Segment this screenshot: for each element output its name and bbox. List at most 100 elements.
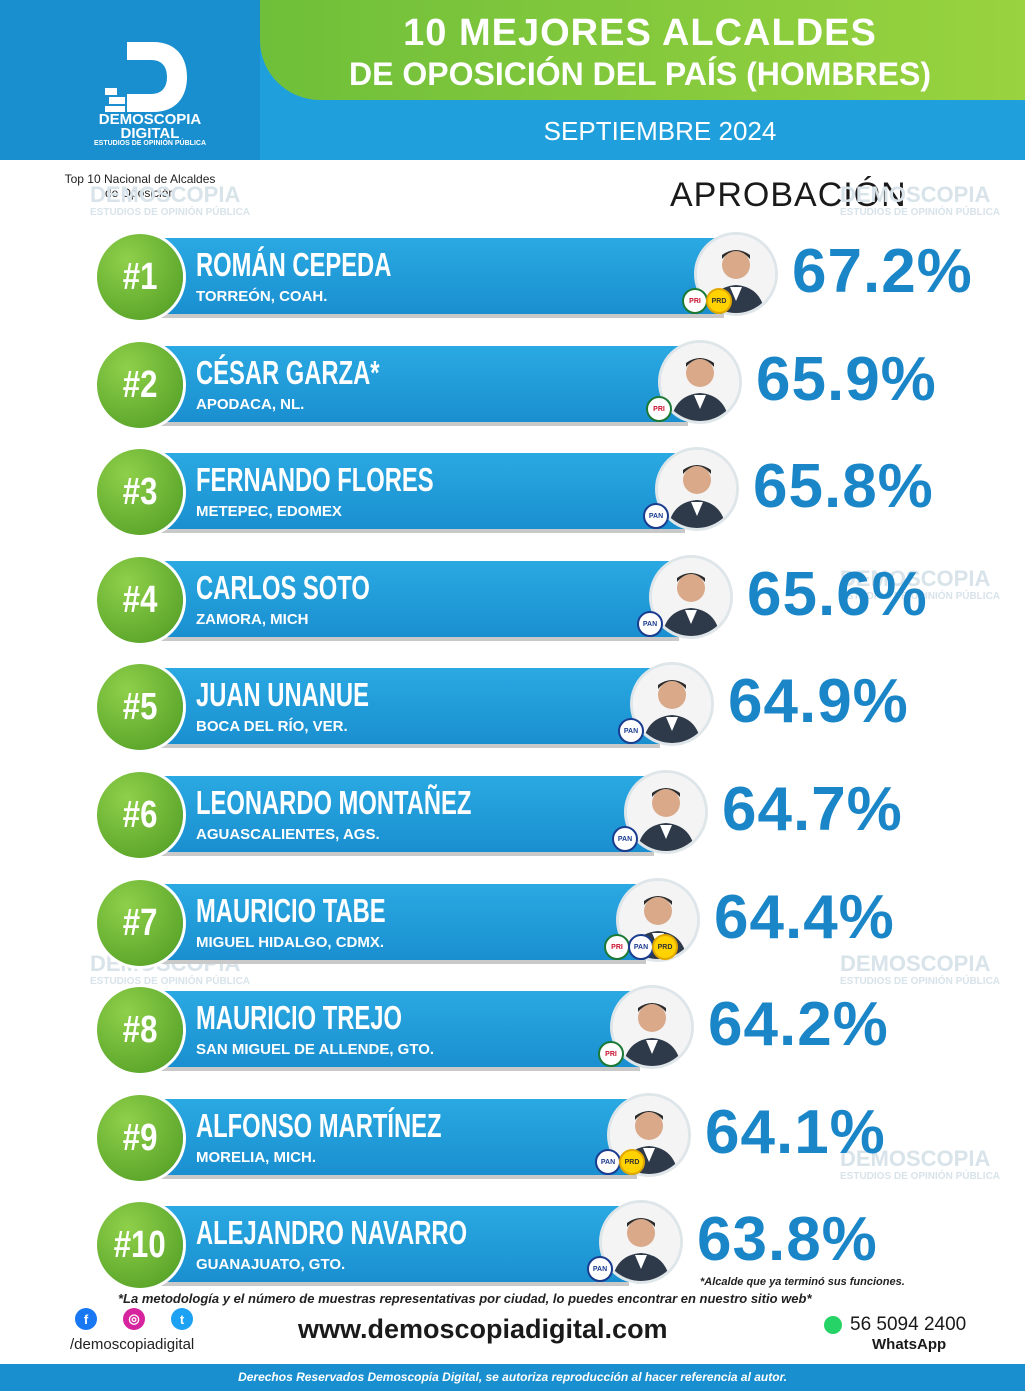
mayor-photo	[630, 662, 714, 746]
logo-name-line1: DEMOSCOPIA	[98, 111, 202, 128]
ranking-bar: CARLOS SOTO ZAMORA, MICH	[150, 561, 679, 641]
rank-badge: #2	[97, 342, 183, 428]
header-banner: 10 MEJORES ALCALDES DE OPOSICIÓN DEL PAÍ…	[0, 0, 1025, 160]
ranking-row: CÉSAR GARZA* APODACA, NL. #2 PRI 65.9%	[0, 336, 1025, 436]
rank-badge: #1	[97, 234, 183, 320]
rank-number: #8	[122, 1008, 158, 1051]
logo-tagline: ESTUDIOS DE OPINIÓN PÚBLICA	[93, 140, 206, 147]
facebook-icon[interactable]: f	[75, 1308, 97, 1330]
approval-percent: 64.7%	[722, 775, 903, 844]
rights-footer: Derechos Reservados Demoscopia Digital, …	[0, 1364, 1025, 1391]
pri-party-icon: PRI	[604, 934, 630, 960]
whatsapp-icon	[824, 1316, 842, 1334]
person-avatar-icon	[613, 988, 691, 1066]
rank-number: #5	[122, 685, 158, 728]
rank-badge: #3	[97, 449, 183, 535]
website-link[interactable]: www.demoscopiadigital.com	[298, 1314, 668, 1344]
social-icons: f ◎ t	[75, 1308, 193, 1330]
asterisk-note: *Alcalde que ya terminó sus funciones.	[700, 1276, 905, 1288]
rank-badge: #4	[97, 557, 183, 643]
page-title-line2: DE OPOSICIÓN DEL PAÍS (HOMBRES)	[349, 56, 931, 92]
whatsapp-label: WhatsApp	[872, 1336, 947, 1353]
rank-number: #6	[122, 793, 158, 836]
mayor-photo	[649, 555, 733, 639]
twitter-icon[interactable]: t	[171, 1308, 193, 1330]
ranking-row: FERNANDO FLORES METEPEC, EDOMEX #3 PAN 65.8%	[0, 443, 1025, 543]
approval-percent: 65.9%	[756, 345, 937, 414]
mayor-city: MIGUEL HIDALGO, CDMX.	[196, 934, 385, 951]
prd-party-icon: PRD	[619, 1149, 645, 1175]
mayor-name: CARLOS SOTO	[196, 569, 370, 606]
ranking-row: ROMÁN CEPEDA TORREÓN, COAH. #1 PRI PRD 67.2%	[0, 228, 1025, 328]
rank-badge: #7	[97, 880, 183, 966]
mayor-city: GUANAJUATO, GTO.	[196, 1256, 346, 1273]
pri-party-icon: PRI	[598, 1041, 624, 1067]
mayor-city: TORREÓN, COAH.	[196, 288, 328, 305]
pan-party-icon: PAN	[643, 503, 669, 529]
approval-column-label: APROBACIÓN	[670, 176, 907, 214]
pri-party-icon: PRI	[682, 288, 708, 314]
ranking-row: ALEJANDRO NAVARRO GUANAJUATO, GTO. #10 PAN 6…	[0, 1196, 1025, 1296]
ranking-bar: ROMÁN CEPEDA TORREÓN, COAH.	[150, 238, 724, 318]
mayor-city: APODACA, NL.	[196, 396, 305, 413]
prd-party-icon: PRD	[652, 934, 678, 960]
mayor-city: MORELIA, MICH.	[196, 1149, 316, 1166]
mayor-city: METEPEC, EDOMEX	[196, 503, 342, 520]
pan-party-icon: PAN	[637, 611, 663, 637]
ranking-bar: MAURICIO TREJO SAN MIGUEL DE ALLENDE, GTO…	[150, 991, 640, 1071]
ranking-row: MAURICIO TREJO SAN MIGUEL DE ALLENDE, GTO…	[0, 981, 1025, 1081]
pri-party-icon: PRI	[646, 396, 672, 422]
mayor-name: CÉSAR GARZA*	[196, 354, 380, 391]
rank-number: #9	[122, 1116, 158, 1159]
person-avatar-icon	[661, 343, 739, 421]
ranking-bar: CÉSAR GARZA* APODACA, NL.	[150, 346, 688, 426]
mayor-city: ZAMORA, MICH	[196, 611, 309, 628]
rank-number: #7	[122, 901, 158, 944]
ranking-bar: ALEJANDRO NAVARRO GUANAJUATO, GTO.	[150, 1206, 629, 1286]
person-avatar-icon	[633, 665, 711, 743]
brand-logo: DEMOSCOPIA DIGITAL ESTUDIOS DE OPINIÓN P…	[0, 0, 260, 160]
prd-party-icon: PRD	[706, 288, 732, 314]
rank-badge: #8	[97, 987, 183, 1073]
mayor-city: AGUASCALIENTES, AGS.	[196, 826, 380, 843]
mayor-name: JUAN UNANUE	[196, 676, 369, 713]
mayor-photo	[607, 1093, 691, 1177]
ranking-row: JUAN UNANUE BOCA DEL RÍO, VER. #5 PAN 64.9%	[0, 658, 1025, 758]
social-handle[interactable]: /demoscopiadigital	[70, 1336, 195, 1353]
approval-percent: 65.8%	[753, 452, 934, 521]
report-date: SEPTIEMBRE 2024	[543, 116, 777, 146]
ranking-row: MAURICIO TABE MIGUEL HIDALGO, CDMX. #7 PRI P…	[0, 874, 1025, 974]
top10-subnote: Top 10 Nacional de Alcaldes de Oposición	[64, 172, 216, 200]
mayor-city: BOCA DEL RÍO, VER.	[196, 718, 348, 735]
rank-number: #4	[122, 578, 158, 621]
mayor-photo	[599, 1200, 683, 1284]
pan-party-icon: PAN	[612, 826, 638, 852]
approval-percent: 64.1%	[705, 1098, 886, 1167]
ranking-bar: MAURICIO TABE MIGUEL HIDALGO, CDMX.	[150, 884, 646, 964]
person-avatar-icon	[658, 450, 736, 528]
ranking-bar: JUAN UNANUE BOCA DEL RÍO, VER.	[150, 668, 660, 748]
ranking-bar: FERNANDO FLORES METEPEC, EDOMEX	[150, 453, 685, 533]
mayor-photo	[624, 770, 708, 854]
phone-number[interactable]: 56 5094 2400	[850, 1314, 967, 1335]
approval-percent: 65.6%	[747, 560, 928, 629]
approval-percent: 64.9%	[728, 667, 909, 736]
rank-badge: #10	[97, 1202, 183, 1288]
mayor-name: ALFONSO MARTÍNEZ	[196, 1107, 442, 1144]
ranking-row: CARLOS SOTO ZAMORA, MICH #4 PAN 65.6%	[0, 551, 1025, 651]
pan-party-icon: PAN	[618, 718, 644, 744]
ranking-bar: ALFONSO MARTÍNEZ MORELIA, MICH.	[150, 1099, 637, 1179]
person-avatar-icon	[602, 1203, 680, 1281]
mayor-photo	[610, 985, 694, 1069]
mayor-name: ALEJANDRO NAVARRO	[196, 1214, 468, 1251]
mayor-name: MAURICIO TREJO	[196, 999, 402, 1036]
instagram-icon[interactable]: ◎	[123, 1308, 145, 1330]
ranking-row: ALFONSO MARTÍNEZ MORELIA, MICH. #9 PAN PRD 64…	[0, 1089, 1025, 1189]
logo-name-line2: DIGITAL	[120, 125, 180, 142]
mayor-city: SAN MIGUEL DE ALLENDE, GTO.	[196, 1041, 435, 1058]
ranking-bar: LEONARDO MONTAÑEZ AGUASCALIENTES, AGS.	[150, 776, 654, 856]
person-avatar-icon	[652, 558, 730, 636]
methodology-note: *La metodología y el número de muestras …	[118, 1291, 812, 1306]
